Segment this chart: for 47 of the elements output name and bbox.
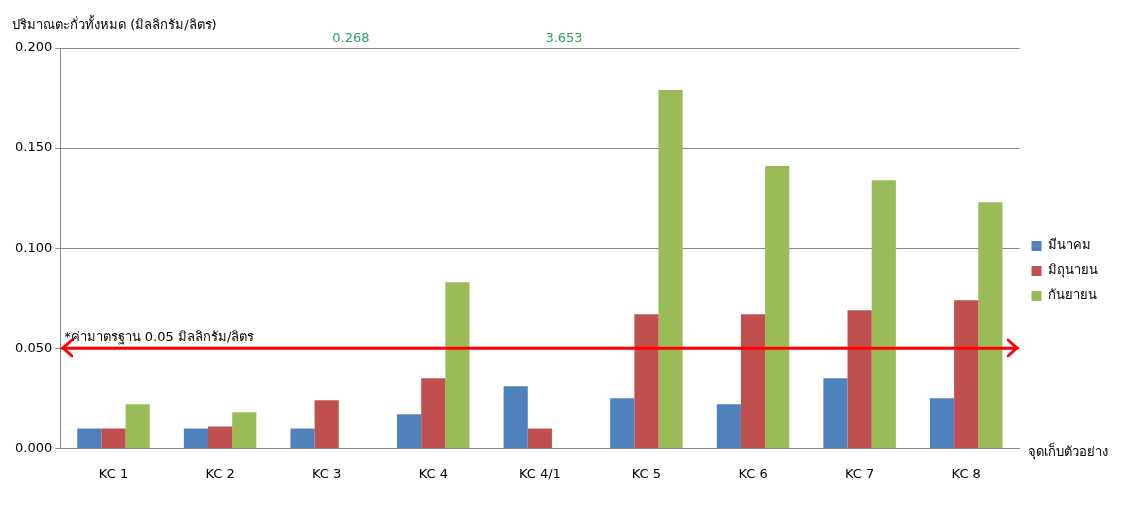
- bar: [101, 428, 126, 448]
- bar: [610, 398, 635, 448]
- bar: [527, 428, 552, 448]
- x-tick-label: KC 5: [631, 465, 662, 481]
- bar: [125, 404, 150, 448]
- bar: [397, 414, 422, 448]
- bar: [183, 428, 209, 448]
- bar: [716, 404, 741, 448]
- bar: [445, 282, 470, 448]
- text: 3.653: [545, 29, 583, 45]
- bar: [290, 428, 315, 448]
- x-tick-label: KC 8: [951, 465, 981, 481]
- bar: [658, 90, 683, 448]
- bar: [929, 398, 955, 448]
- x-tick-label: KC 3: [312, 465, 342, 481]
- bar: [634, 314, 659, 448]
- x-axis-title: จุดเก็บตัวอย่าง: [1027, 441, 1108, 460]
- bar: [421, 378, 446, 448]
- x-tick-label: KC 2: [205, 465, 235, 481]
- bar: [871, 180, 896, 448]
- bar: [765, 166, 790, 448]
- ref-line-label: *ค่ามาตรฐาน 0.05 มิลลิกรัม/ลิตร: [64, 329, 255, 346]
- bar: [954, 300, 979, 448]
- x-tick-label: KC 1: [98, 465, 129, 481]
- bar: [740, 314, 766, 448]
- bar: [847, 310, 872, 448]
- bar: [232, 412, 257, 448]
- x-tick-label: KC 4/1: [518, 465, 561, 481]
- legend-label: กันยายน: [1048, 287, 1097, 303]
- bar: [208, 426, 233, 448]
- x-tick-label: KC 7: [844, 465, 875, 481]
- bar: [978, 202, 1003, 448]
- y-tick-label: 0.050: [15, 339, 53, 355]
- x-tick-label: KC 4: [418, 465, 448, 481]
- bar: [77, 428, 102, 448]
- y-axis-title: ปริมาณตะกั่วทั้งหมด (มิลลิกรัม/ลิตร): [12, 14, 217, 32]
- legend-label: มีนาคม: [1048, 237, 1091, 253]
- bar: [823, 378, 848, 448]
- y-tick-label: 0.100: [15, 239, 53, 255]
- legend-label: มิถุนายน: [1048, 262, 1098, 279]
- x-tick-label: KC 6: [738, 465, 768, 481]
- y-tick-label: 0.200: [15, 39, 53, 55]
- text: 0.268: [332, 29, 370, 45]
- bar: [314, 400, 339, 448]
- y-tick-label: 0.150: [15, 139, 53, 155]
- bar: [503, 386, 528, 448]
- y-tick-label: 0.000: [15, 439, 53, 455]
